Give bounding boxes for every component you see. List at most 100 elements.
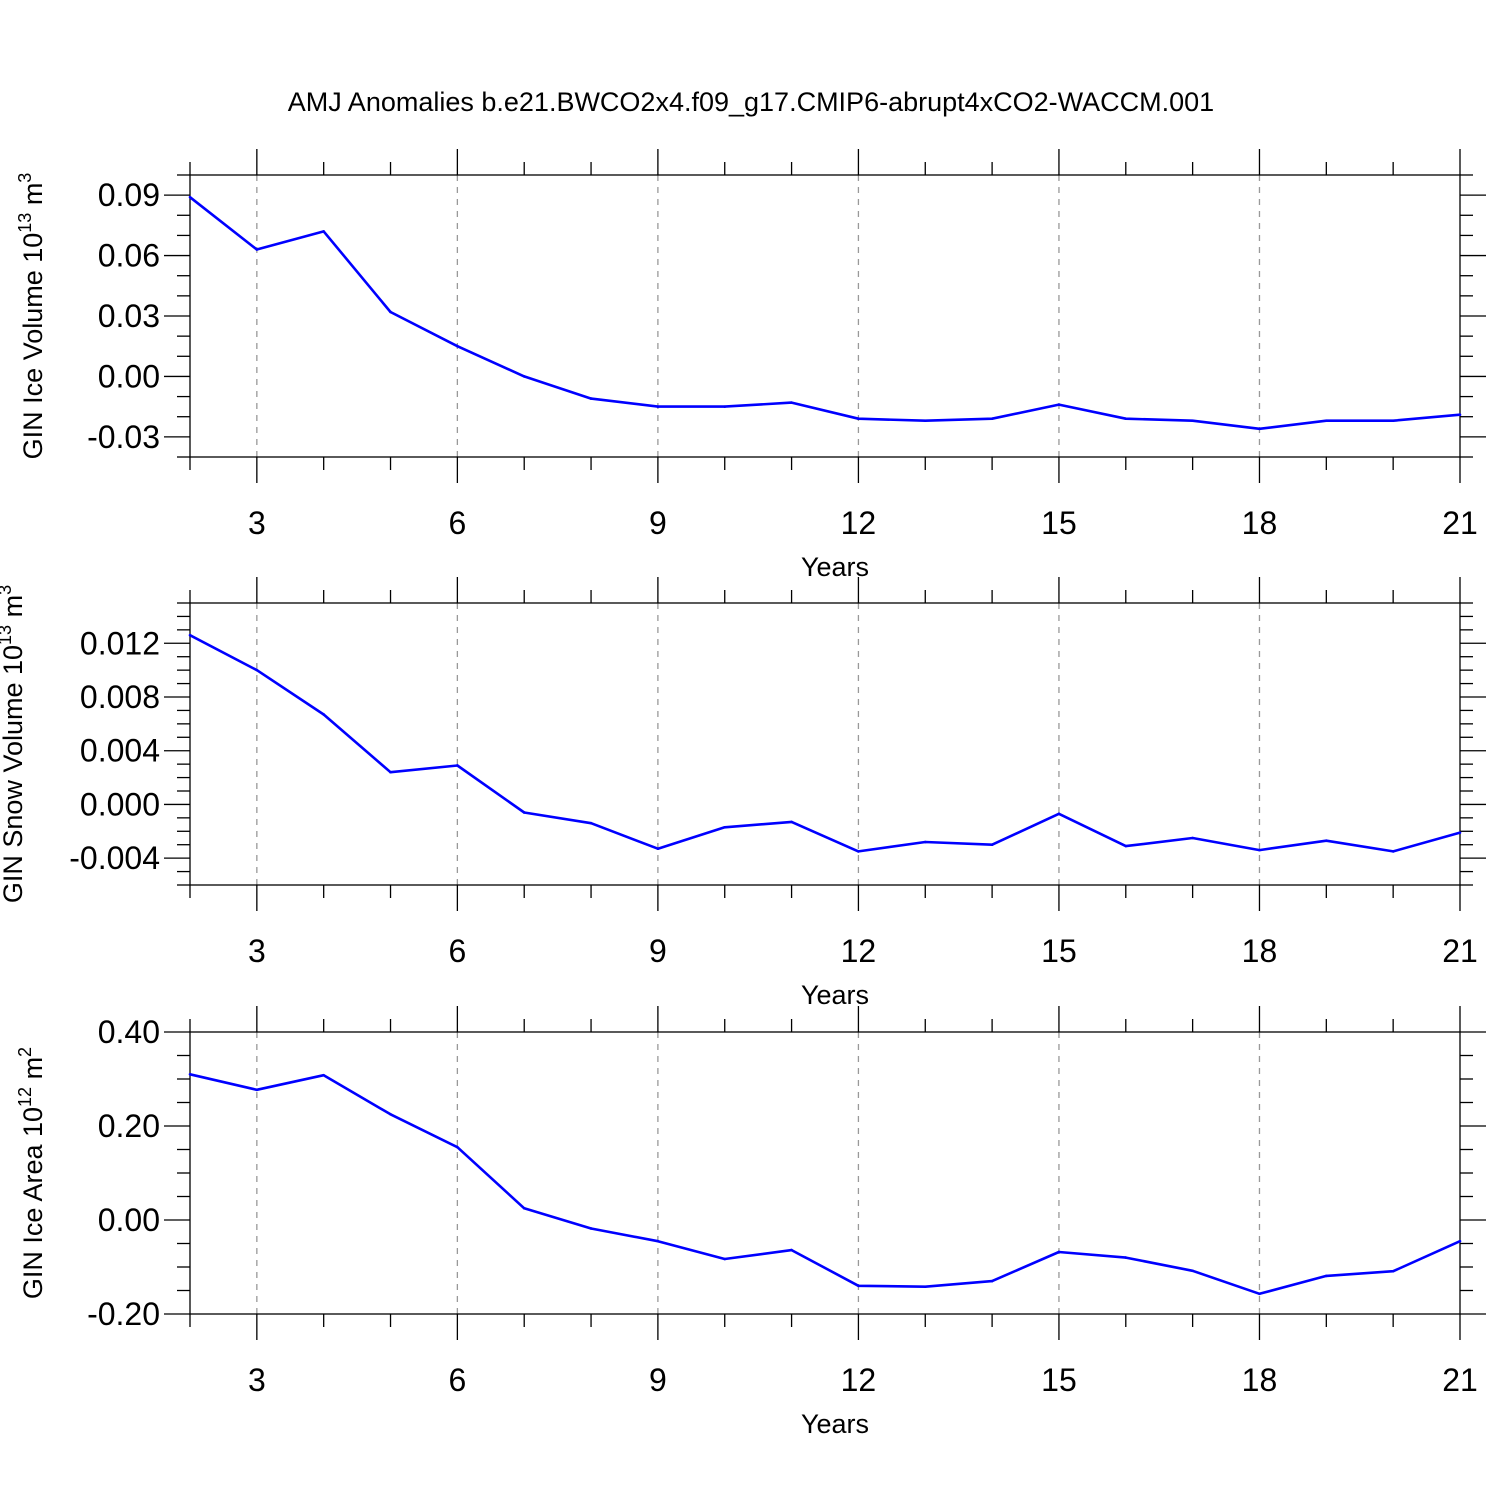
data-point (1124, 1256, 1128, 1259)
data-point (923, 419, 927, 423)
y-tick-label: -0.03 (87, 419, 160, 455)
x-tick-label: 12 (841, 505, 877, 541)
y-tick-label: 0.06 (98, 238, 160, 274)
data-point (1258, 848, 1261, 852)
x-tick-label: 21 (1442, 933, 1478, 969)
data-point (790, 1248, 793, 1252)
x-tick-label: 18 (1242, 933, 1278, 969)
series-line (189, 634, 1461, 853)
x-tick-label: 6 (448, 1362, 466, 1398)
data-point (1458, 1239, 1462, 1243)
data-point (1391, 850, 1395, 853)
data-point (923, 1285, 927, 1289)
data-point (723, 1257, 727, 1261)
plot-frame (189, 174, 1461, 458)
data-point (522, 811, 526, 814)
x-tick-label: 15 (1041, 933, 1077, 969)
data-point (1258, 427, 1261, 431)
y-tick-label: 0.40 (98, 1014, 160, 1050)
x-axis-title: Years (801, 552, 869, 582)
x-tick-label: 9 (649, 933, 667, 969)
data-point (923, 840, 927, 844)
y-tick-label: -0.004 (69, 840, 160, 876)
x-tick-label: 3 (248, 1362, 266, 1398)
data-point (389, 310, 392, 314)
data-point (1391, 1269, 1395, 1273)
data-point (656, 847, 660, 851)
series-line (189, 196, 1461, 431)
x-tick-label: 12 (841, 933, 877, 969)
y-tick-label: 0.09 (98, 177, 160, 213)
data-point (1458, 413, 1462, 417)
data-point (1057, 1250, 1061, 1254)
x-tick-label: 3 (248, 933, 266, 969)
data-point (456, 344, 459, 348)
data-point (522, 375, 526, 378)
data-point (990, 843, 994, 847)
data-point (188, 195, 192, 199)
data-point (723, 405, 727, 408)
data-point (1191, 1269, 1194, 1273)
data-point (1124, 844, 1128, 848)
chart-title: AMJ Anomalies b.e21.BWCO2x4.f09_g17.CMIP… (288, 87, 1214, 117)
data-point (322, 1073, 325, 1077)
x-tick-label: 9 (649, 505, 667, 541)
y-axis-title: GIN Ice Area 1012 m2 (15, 1047, 48, 1299)
data-point (990, 1279, 994, 1283)
data-point (656, 405, 660, 408)
data-point (1325, 839, 1328, 842)
x-tick-label: 15 (1041, 1362, 1077, 1398)
data-point (322, 713, 325, 716)
data-point (1191, 836, 1194, 840)
data-point (522, 1206, 526, 1210)
panel-3: 0.40 0.20 0.00 -0.20 3 6 9 12 15 18 21 Years GIN Ice… (15, 1006, 1486, 1439)
y-tick-label: 0.004 (80, 733, 160, 769)
x-tick-label: 21 (1442, 1362, 1478, 1398)
y-tick-label: 0.00 (98, 1202, 160, 1238)
data-point (255, 1088, 259, 1092)
data-point (389, 1112, 392, 1116)
y-tick-label: 0.03 (98, 298, 160, 334)
panel-1: 0.09 0.06 0.03 0.00 -0.03 3 6 9 12 15 18 21 Years GIN… (15, 149, 1486, 582)
data-point (723, 825, 727, 829)
x-tick-label: 18 (1242, 505, 1278, 541)
data-point (990, 417, 994, 421)
y-axis-title: GIN Snow Volume 1013 m3 (0, 585, 28, 903)
data-point (589, 1227, 593, 1230)
data-point (1258, 1292, 1261, 1296)
series-line (189, 1073, 1461, 1296)
data-point (857, 850, 860, 853)
data-point (188, 1073, 192, 1076)
data-point (1325, 1274, 1328, 1278)
panel-2: 0.012 0.008 0.004 0.000 -0.004 3 6 9 12 15 18 21 Yea… (0, 577, 1486, 1010)
data-point (790, 401, 793, 404)
data-point (322, 230, 325, 233)
data-point (1057, 812, 1061, 816)
x-axis-title: Years (801, 1409, 869, 1439)
data-point (790, 820, 793, 824)
data-point (188, 633, 192, 637)
x-tick-label: 21 (1442, 505, 1478, 541)
plot-frame (189, 1031, 1461, 1315)
data-point (1124, 417, 1128, 421)
data-point (456, 1145, 459, 1149)
y-tick-label: 0.008 (80, 679, 160, 715)
data-point (857, 1284, 860, 1288)
x-tick-label: 18 (1242, 1362, 1278, 1398)
y-tick-label: 0.000 (80, 786, 160, 822)
data-point (1458, 831, 1462, 834)
y-tick-label: 0.00 (98, 358, 160, 394)
data-point (656, 1239, 660, 1243)
data-point (255, 668, 259, 672)
x-tick-label: 6 (448, 505, 466, 541)
data-point (1057, 403, 1061, 406)
data-point (857, 417, 860, 421)
y-tick-label: 0.20 (98, 1108, 160, 1144)
x-tick-label: 12 (841, 1362, 877, 1398)
x-tick-label: 3 (248, 505, 266, 541)
x-axis-title: Years (801, 980, 869, 1010)
data-point (589, 821, 593, 825)
x-tick-label: 6 (448, 933, 466, 969)
data-point (389, 770, 392, 774)
